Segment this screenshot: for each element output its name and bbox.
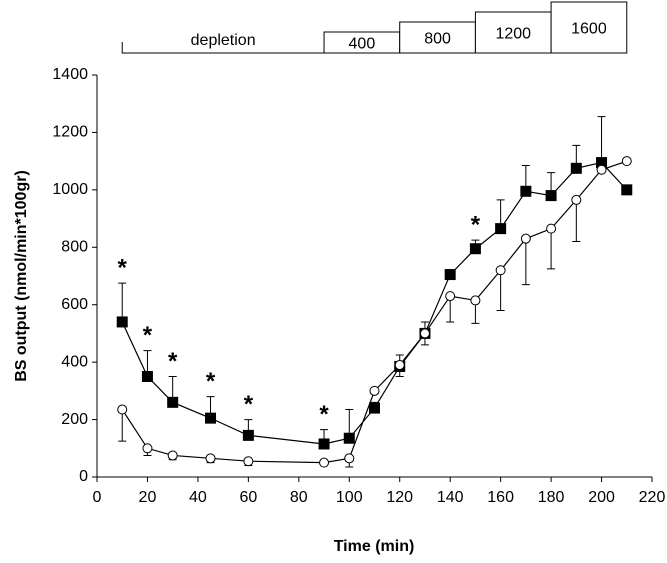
annotation: * [471,211,481,238]
annotation: * [244,391,254,418]
x-tick-label: 100 [336,489,363,506]
error-bar [547,228,556,270]
point [470,295,481,306]
point [520,185,532,197]
point [621,184,633,196]
point [243,456,254,467]
point [419,328,430,339]
x-tick-label: 140 [437,489,464,506]
point [469,243,481,255]
point [344,453,355,464]
point [242,429,254,441]
point [117,404,128,415]
protocol-label: 1600 [571,21,607,38]
point [520,233,531,244]
protocol-label: 400 [349,36,376,53]
x-tick-label: 80 [290,489,308,506]
error-bar [521,238,530,286]
point [318,438,330,450]
series-line [121,161,628,445]
point [142,443,153,454]
protocol-box [550,1,628,54]
x-tick-label: 220 [639,489,666,506]
point [571,194,582,205]
error-bar [118,282,127,322]
point [545,190,557,202]
annotation: * [143,322,153,349]
protocol-box [399,21,476,54]
y-tick-label: 600 [61,296,88,313]
point [369,385,380,396]
y-tick-label: 1400 [52,66,88,83]
point [343,432,355,444]
point [444,269,456,281]
point [167,396,179,408]
x-tick-label: 20 [139,489,157,506]
y-tick-label: 800 [61,239,88,256]
point [205,412,217,424]
x-tick-label: 200 [588,489,615,506]
annotation: * [319,401,329,428]
error-bar [572,199,581,243]
y-tick-label: 200 [61,411,88,428]
protocol-label: depletion [191,32,256,49]
point [369,402,380,414]
point [495,265,506,276]
protocol-label: 1200 [495,26,531,43]
x-tick-label: 60 [239,489,257,506]
x-tick-label: 0 [93,489,102,506]
x-tick-label: 120 [386,489,413,506]
point [445,291,456,302]
y-tick-label: 400 [61,353,88,370]
annotation: * [206,368,216,395]
error-bar [118,409,127,442]
y-tick-label: 1000 [52,181,88,198]
x-tick-label: 180 [538,489,565,506]
annotation: * [168,348,178,375]
y-tick-label: 1200 [52,124,88,141]
point [596,164,607,175]
x-tick-label: 160 [487,489,514,506]
point [621,156,632,167]
error-bar [597,116,606,163]
x-tick-label: 40 [189,489,207,506]
point [167,450,178,461]
annotation: * [118,255,128,282]
series-line [121,160,627,464]
point [546,223,557,234]
point [205,453,216,464]
y-axis-title: BS output (nmol/min*100gr) [13,170,30,382]
point [495,223,507,235]
y-tick-label: 0 [79,468,88,485]
protocol-box [474,11,552,54]
x-axis-title: Time (min) [334,538,415,555]
protocol-label: 800 [424,31,451,48]
protocol-line [121,42,325,54]
error-bar [496,270,505,311]
point [141,371,153,382]
point [394,360,405,371]
point [116,316,128,328]
point [570,162,582,174]
point [319,457,330,468]
